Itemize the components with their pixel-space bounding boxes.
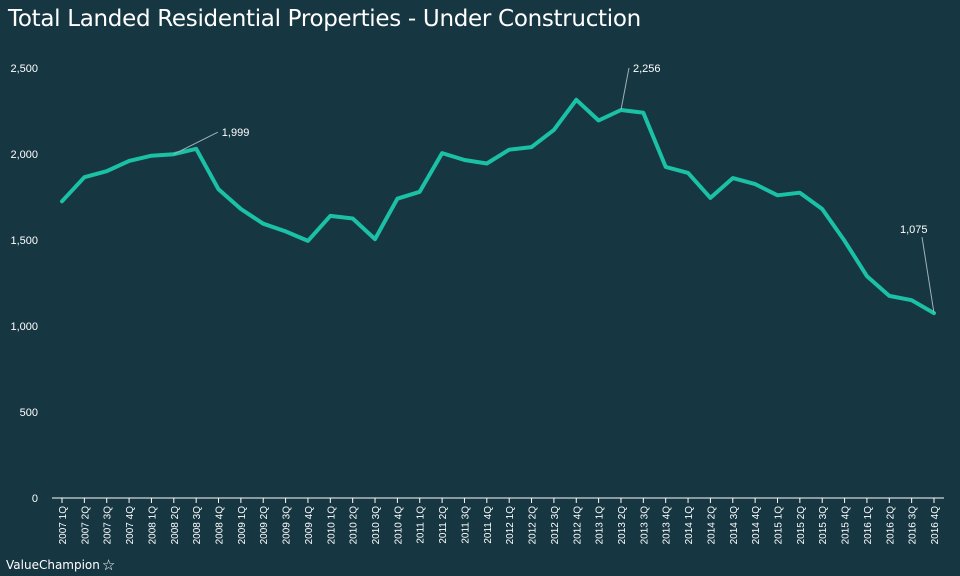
y-tick-label: 2,000 <box>10 149 38 161</box>
x-tick-label: 2009 3Q <box>282 506 293 545</box>
x-tick-label: 2009 1Q <box>237 506 248 545</box>
annotation-label: 2,256 <box>633 63 661 75</box>
x-tick-label: 2011 4Q <box>483 506 494 544</box>
x-tick-label: 2013 4Q <box>662 506 673 545</box>
x-tick-label: 2011 1Q <box>416 506 427 544</box>
y-tick-label: 1,500 <box>10 235 38 247</box>
x-tick-label: 2013 3Q <box>639 506 650 545</box>
x-tick-label: 2012 3Q <box>550 506 561 545</box>
chart-title: Total Landed Residential Properties - Un… <box>8 6 641 32</box>
x-tick-label: 2007 1Q <box>58 506 69 545</box>
y-tick-label: 1,000 <box>10 321 38 333</box>
x-tick-label: 2008 4Q <box>215 506 226 545</box>
x-tick-label: 2007 4Q <box>125 506 136 545</box>
y-tick-label: 2,500 <box>10 63 38 75</box>
star-icon: ☆ <box>101 556 116 574</box>
x-tick-label: 2011 3Q <box>460 506 471 544</box>
x-tick-label: 2007 2Q <box>80 506 91 545</box>
x-tick-label: 2008 1Q <box>147 506 158 545</box>
y-tick-label: 0 <box>32 493 38 505</box>
x-tick-label: 2016 2Q <box>885 506 896 545</box>
annotation-leader <box>921 237 935 314</box>
x-tick-label: 2014 2Q <box>706 506 717 545</box>
annotation-label: 1,075 <box>900 224 928 236</box>
y-axis: 0 500 1,000 1,500 2,000 2,500 <box>10 63 38 505</box>
x-axis: 2007 1Q 2007 2Q 2007 3Q 2007 4Q 2008 1Q 2008 … <box>58 498 941 544</box>
x-tick-label: 2015 1Q <box>773 506 784 545</box>
annotation-label: 1,999 <box>222 127 250 139</box>
x-tick-label: 2009 2Q <box>259 506 270 545</box>
x-tick-label: 2016 1Q <box>863 506 874 545</box>
x-tick-label: 2011 2Q <box>438 506 449 544</box>
x-tick-label: 2016 4Q <box>930 506 941 545</box>
x-tick-label: 2013 2Q <box>617 506 628 545</box>
x-tick-label: 2010 3Q <box>371 506 382 545</box>
x-tick-label: 2015 3Q <box>818 506 829 545</box>
x-tick-label: 2014 1Q <box>684 506 695 545</box>
x-tick-label: 2007 3Q <box>103 506 114 545</box>
x-tick-label: 2012 2Q <box>528 506 539 545</box>
x-tick-label: 2014 3Q <box>729 506 740 545</box>
x-tick-label: 2008 2Q <box>170 506 181 545</box>
x-tick-label: 2010 1Q <box>326 506 337 545</box>
brand-logo: ValueChampion ☆ <box>6 556 116 574</box>
x-tick-label: 2014 4Q <box>751 506 762 545</box>
brand-name: ValueChampion <box>6 558 100 572</box>
x-tick-label: 2015 2Q <box>796 506 807 545</box>
y-tick-label: 500 <box>20 407 38 419</box>
series-line <box>60 97 936 316</box>
x-tick-label: 2009 4Q <box>304 506 315 545</box>
x-tick-label: 2012 4Q <box>572 506 583 545</box>
x-tick-label: 2010 2Q <box>349 506 360 545</box>
x-tick-label: 2008 3Q <box>192 506 203 545</box>
x-tick-label: 2012 1Q <box>505 506 516 545</box>
annotation-leader <box>620 67 630 111</box>
x-tick-label: 2013 1Q <box>595 506 606 545</box>
x-tick-label: 2015 4Q <box>841 506 852 545</box>
x-tick-label: 2016 3Q <box>908 506 919 545</box>
annotation-leader <box>173 131 219 155</box>
x-tick-label: 2010 4Q <box>393 506 404 545</box>
annotations: 1,999 2,256 1,075 <box>173 63 935 314</box>
